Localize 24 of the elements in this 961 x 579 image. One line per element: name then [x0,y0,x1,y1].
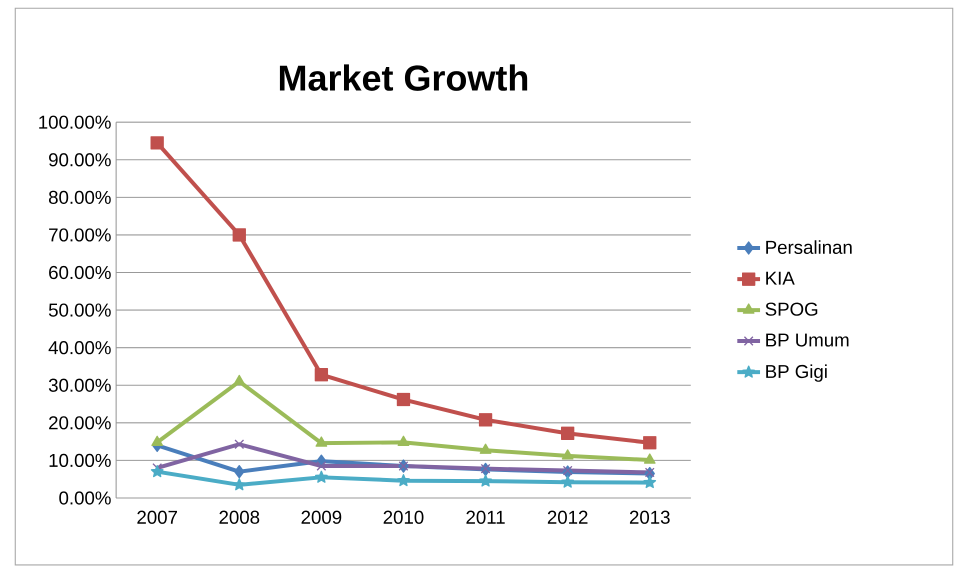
legend-label: BP Umum [766,334,848,347]
x-tick-label: 2012 [548,510,588,524]
legend-label: Persalinan [766,240,852,254]
y-tick-label: 40.00% [48,340,111,354]
x-tick-label: 2009 [302,510,342,524]
y-tick-label: 10.00% [50,454,111,467]
legend-label: BP Gigi [766,364,827,382]
x-tick-label: 2011 [466,510,505,524]
y-tick-label: 60.00% [49,266,111,280]
chart-title: Market Growth [280,64,528,91]
x-tick-label: 2007 [137,510,177,524]
y-tick-label: 20.00% [49,416,111,430]
y-tick-label: 30.00% [48,378,111,392]
y-tick-label: 50.00% [48,303,111,317]
y-tick-label: 90.00% [49,153,111,166]
x-tick-label: 2008 [219,510,260,524]
legend-label: KIA [766,272,795,284]
legend-label: SPOG [766,302,818,316]
y-tick-label: 70.00% [49,228,111,242]
y-tick-label: 80.00% [48,190,111,204]
y-tick-label: 100.00% [39,115,111,129]
x-tick-label: 2010 [384,510,424,524]
y-tick-label: 0.00% [59,491,111,504]
x-tick-label: 2013 [630,510,670,524]
